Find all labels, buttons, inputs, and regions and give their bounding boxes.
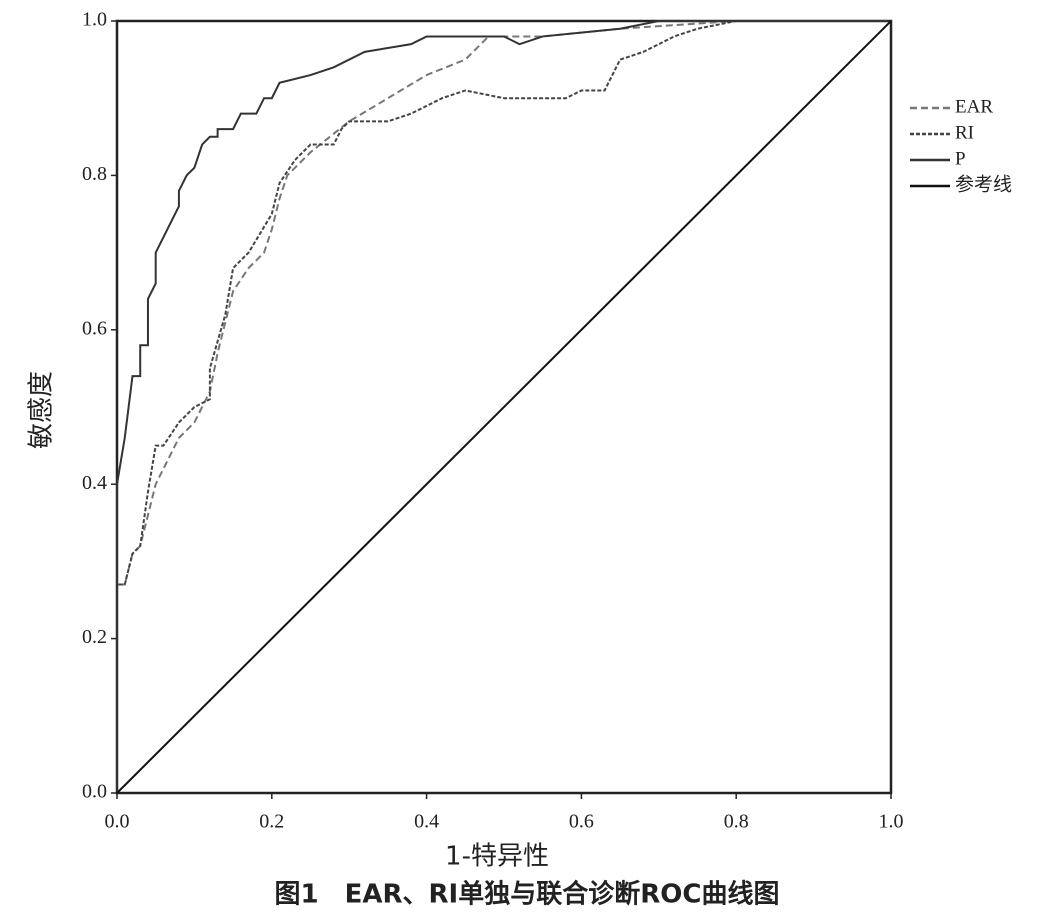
y-tick-label: 0.2 [82, 626, 107, 648]
series-line [116, 20, 891, 793]
series-line [116, 20, 892, 794]
y-tick-label: 0.6 [82, 317, 107, 339]
y-tick-label: 0.8 [82, 163, 107, 185]
series-line [116, 20, 891, 793]
x-axis-label: 1-特异性 [445, 842, 549, 872]
plot-frame [115, 19, 893, 795]
chart-title: 图1 EAR、RI单独与联合诊断ROC曲线图 [275, 879, 780, 910]
y-axis-label: 敏感度 [27, 371, 57, 449]
legend-label: EAR [955, 96, 993, 117]
series-line [116, 20, 891, 793]
x-tick-label: 0.6 [569, 811, 594, 833]
legend-label: RI [955, 122, 974, 143]
x-tick-label: 0.2 [259, 811, 284, 833]
y-tick-label: 1.0 [82, 9, 107, 31]
x-tick-label: 1.0 [879, 811, 904, 833]
x-tick-label: 0.4 [414, 811, 439, 833]
y-tick-label: 0.4 [82, 472, 107, 494]
y-tick-label: 0.0 [82, 781, 107, 803]
x-tick-label: 0.8 [724, 811, 749, 833]
legend-label: P [955, 148, 966, 169]
legend-label: 参考线 [955, 173, 1012, 195]
x-tick-label: 0.0 [105, 811, 130, 833]
